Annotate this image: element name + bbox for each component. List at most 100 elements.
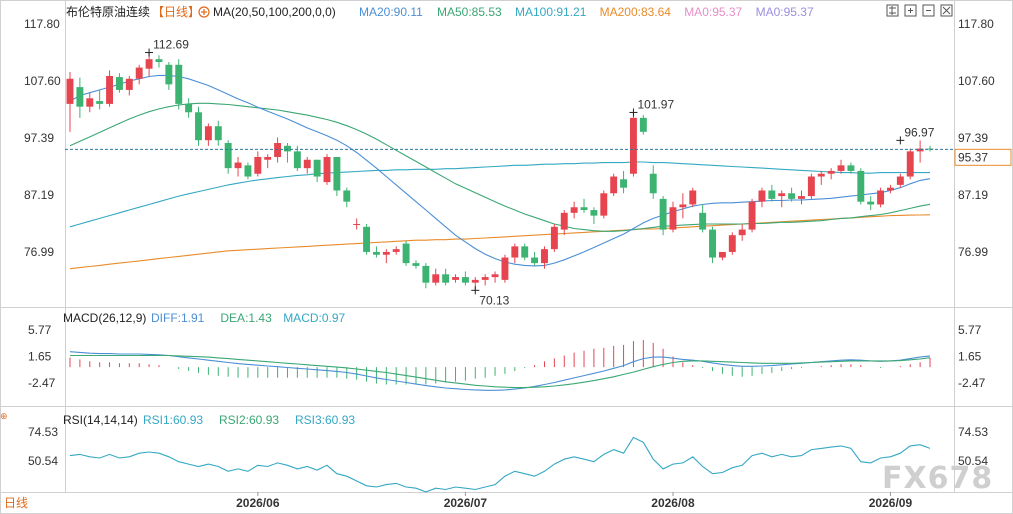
candle bbox=[699, 204, 707, 233]
candle-body bbox=[699, 212, 707, 230]
candle-body bbox=[392, 249, 400, 252]
time-axis-ticks: 2026/06 2026/07 2026/08 2026/09 bbox=[236, 492, 912, 510]
candle-body bbox=[550, 226, 558, 250]
rsi-axis-ticks: 74.53 74.53 50.54 50.54 bbox=[28, 425, 988, 468]
candle-body bbox=[639, 117, 647, 132]
candle-body bbox=[867, 201, 875, 205]
macd-tick-left: 5.77 bbox=[28, 323, 52, 337]
candle-body bbox=[748, 201, 756, 230]
candle bbox=[600, 190, 608, 219]
rsi-values: RSI1:60.93 RSI2:60.93 RSI3:60.93 bbox=[143, 413, 355, 427]
annotation-label: 96.97 bbox=[904, 125, 934, 139]
candle bbox=[896, 173, 904, 188]
price-tick-left: 107.60 bbox=[24, 74, 61, 88]
candle bbox=[916, 140, 924, 163]
candle-body bbox=[442, 274, 450, 283]
legend-value: DEA:1.43 bbox=[220, 311, 272, 325]
candle-body bbox=[323, 156, 331, 183]
candle bbox=[66, 72, 74, 132]
candle bbox=[293, 145, 301, 171]
candle bbox=[224, 140, 232, 174]
price-annotation: 70.13 bbox=[471, 286, 510, 307]
candle-body bbox=[491, 274, 499, 278]
legend-value: MA20:90.11 bbox=[359, 5, 423, 19]
candle bbox=[887, 184, 894, 194]
macd-lines bbox=[69, 351, 931, 391]
price-tick-left: 97.39 bbox=[24, 131, 54, 145]
candle bbox=[649, 165, 657, 199]
candle-body bbox=[541, 249, 548, 264]
candle-body bbox=[313, 159, 321, 177]
ma50-line bbox=[69, 102, 931, 232]
annotation-label: 112.69 bbox=[153, 38, 189, 52]
close-icon[interactable] bbox=[940, 4, 953, 17]
candle bbox=[788, 187, 796, 202]
candle bbox=[610, 173, 618, 197]
x-tick-label: 2026/08 bbox=[651, 496, 695, 510]
collapse-icon[interactable] bbox=[922, 4, 935, 17]
x-tick-label: 2026/07 bbox=[444, 496, 488, 510]
period-badge[interactable]: 【日线】 bbox=[152, 5, 200, 19]
candle bbox=[570, 201, 578, 219]
candle bbox=[550, 224, 558, 252]
candle-body bbox=[817, 173, 825, 177]
candle-body bbox=[560, 212, 568, 230]
candle-body bbox=[204, 126, 212, 141]
candle bbox=[432, 268, 440, 286]
candle bbox=[402, 240, 410, 266]
candle bbox=[926, 145, 934, 152]
candle-body bbox=[570, 207, 578, 213]
candle bbox=[857, 168, 865, 205]
candle bbox=[481, 274, 489, 286]
legend-value: RSI3:60.93 bbox=[295, 413, 355, 427]
price-annotation: 112.69 bbox=[145, 38, 189, 57]
ma20-line bbox=[69, 74, 931, 267]
price-tick-left: 87.19 bbox=[24, 188, 54, 202]
moving-average-lines bbox=[69, 74, 931, 270]
candle-body bbox=[798, 196, 805, 199]
footer-period-badge[interactable]: 日线 bbox=[4, 496, 28, 510]
price-tick-right: 107.60 bbox=[958, 74, 995, 88]
candle-body bbox=[521, 246, 529, 258]
macd-histogram bbox=[69, 340, 931, 385]
annotation-label: 101.97 bbox=[637, 97, 674, 111]
candle bbox=[768, 184, 776, 202]
price-annotations: 112.69 101.97 70.13 96.97 bbox=[145, 38, 935, 307]
candle bbox=[313, 159, 321, 183]
candle bbox=[175, 59, 183, 110]
candle-body bbox=[214, 126, 222, 141]
candle-body bbox=[125, 78, 133, 90]
candle bbox=[214, 120, 222, 146]
legend-value: MA100:91.21 bbox=[515, 5, 587, 19]
candle bbox=[382, 249, 390, 264]
ma200-line bbox=[69, 214, 931, 270]
candle-body bbox=[531, 257, 539, 264]
candle bbox=[452, 274, 459, 283]
candle bbox=[125, 75, 133, 96]
candle-body bbox=[382, 251, 390, 255]
candle bbox=[541, 246, 548, 269]
candle bbox=[165, 61, 173, 90]
legend-value: MA0:95.37 bbox=[756, 5, 814, 19]
candle-body bbox=[175, 64, 183, 104]
expand-icon[interactable] bbox=[904, 4, 917, 17]
candle-body bbox=[620, 179, 628, 188]
candle-body bbox=[649, 173, 657, 194]
candle-body bbox=[145, 59, 153, 69]
x-tick-label: 2026/09 bbox=[869, 496, 913, 510]
settings-icon[interactable] bbox=[886, 4, 899, 17]
ma-toggle-icon[interactable] bbox=[198, 6, 210, 18]
candle bbox=[679, 193, 687, 219]
ma-values: MA20:90.11 MA50:85.53 MA100:91.21 MA200:83.… bbox=[359, 5, 814, 19]
candle-body bbox=[155, 59, 163, 62]
candle bbox=[531, 251, 539, 266]
rsi-tick-left: 74.53 bbox=[28, 425, 58, 439]
x-tick-label: 2026/06 bbox=[236, 496, 280, 510]
candle bbox=[372, 246, 380, 258]
candle-body bbox=[224, 143, 232, 169]
panel-toolbar bbox=[886, 4, 953, 17]
candle-body bbox=[432, 274, 440, 283]
candle bbox=[778, 190, 786, 208]
candle-body bbox=[254, 156, 262, 174]
